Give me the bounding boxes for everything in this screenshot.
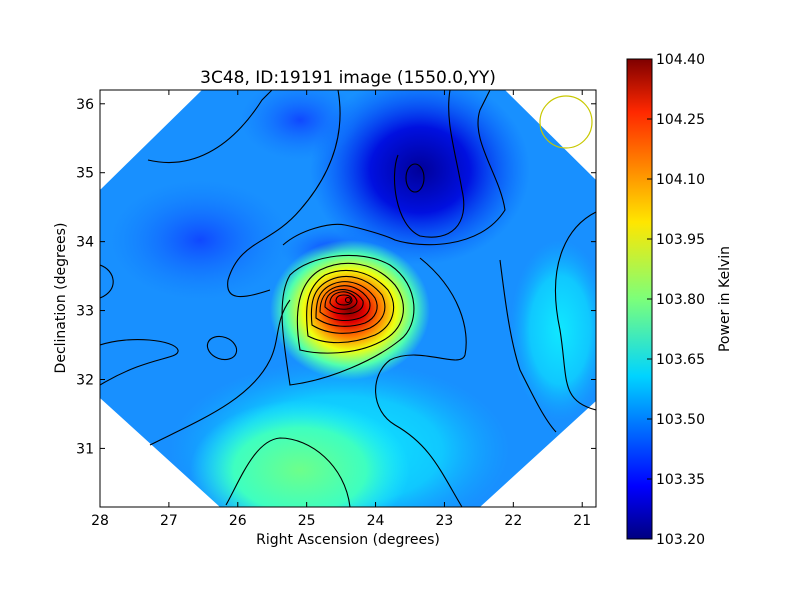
x-tick-label: 21 <box>573 513 591 529</box>
colorbar-tick-label: 103.95 <box>656 232 705 248</box>
y-tick-label: 33 <box>76 304 94 320</box>
x-tick-label: 22 <box>504 513 522 529</box>
contour-lines <box>100 90 596 507</box>
colorbar-tick-label: 104.25 <box>656 112 705 128</box>
colorbar-tick-label: 103.35 <box>656 472 705 488</box>
y-axis-label: Declination (degrees) <box>53 223 69 374</box>
y-tick-label: 31 <box>76 441 94 457</box>
y-tick-label: 34 <box>76 235 94 251</box>
x-tick-label: 23 <box>436 513 454 529</box>
colorbar-tick-label: 103.50 <box>656 412 705 428</box>
x-tick-label: 25 <box>298 513 316 529</box>
x-tick-label: 28 <box>91 513 109 529</box>
colorbar-gradient <box>626 58 653 540</box>
colorbar: 104.40 104.25 104.10 103.95 103.80 103.65 103.… <box>626 52 733 548</box>
beam-marker <box>539 95 593 149</box>
axes-frame <box>99 89 597 508</box>
x-tick-label: 27 <box>160 513 178 529</box>
y-tick-label: 36 <box>76 97 94 113</box>
x-tick-label: 26 <box>229 513 247 529</box>
x-axis-label: Right Ascension (degrees) <box>256 532 440 548</box>
x-tick-label: 24 <box>367 513 385 529</box>
chart-title: 3C48, ID:19191 image (1550.0,YY) <box>200 68 496 88</box>
colorbar-tick-label: 104.40 <box>656 52 705 68</box>
colorbar-tick-label: 103.80 <box>656 292 705 308</box>
colorbar-tick-label: 103.65 <box>656 352 705 368</box>
colorbar-tick-label: 103.20 <box>656 532 705 548</box>
colorbar-label: Power in Kelvin <box>717 246 733 352</box>
x-axis-ticks: 28 27 26 25 24 23 22 21 <box>91 90 591 529</box>
heatmap-image <box>100 90 596 507</box>
colorbar-tick-label: 104.10 <box>656 172 705 188</box>
colorbar-ticks: 104.40 104.25 104.10 103.95 103.80 103.65 103.… <box>647 52 705 548</box>
y-axis-ticks: 31 32 33 34 35 36 <box>76 97 596 457</box>
y-tick-label: 35 <box>76 166 94 182</box>
y-tick-label: 32 <box>76 372 94 388</box>
